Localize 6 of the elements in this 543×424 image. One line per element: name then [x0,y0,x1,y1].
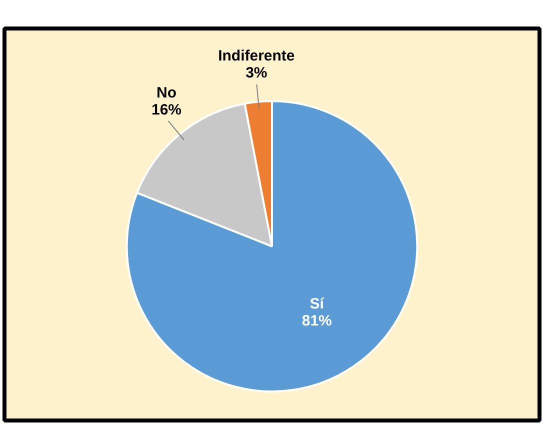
slice-label: Sí [310,295,325,312]
slice-label: No [156,84,176,102]
data-label: 3% [246,64,268,82]
slice-label: Indiferente [218,48,295,64]
data-label: 16% [151,102,182,119]
data-label: 81% [302,312,332,330]
